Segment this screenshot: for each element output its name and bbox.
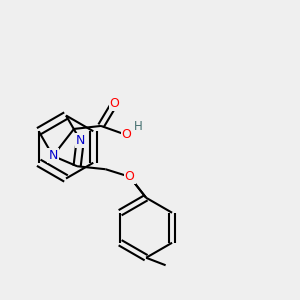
Text: O: O bbox=[110, 97, 119, 110]
Text: O: O bbox=[125, 170, 134, 183]
Text: N: N bbox=[76, 134, 85, 147]
Text: O: O bbox=[122, 128, 131, 141]
Text: H: H bbox=[134, 120, 142, 133]
Text: N: N bbox=[48, 149, 58, 162]
